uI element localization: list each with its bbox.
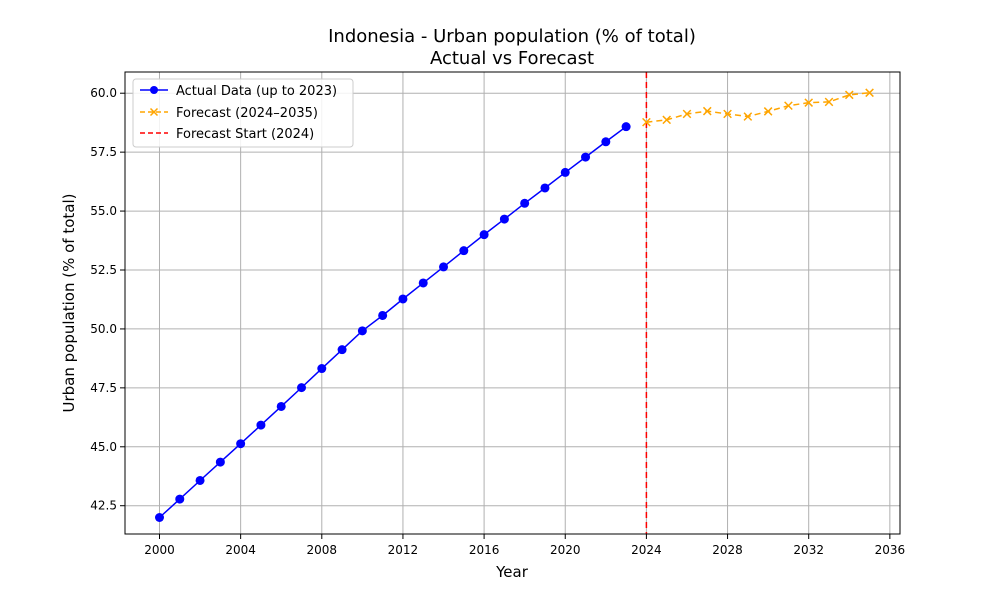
y-tick-label: 57.5 xyxy=(90,145,117,159)
actual-data-point xyxy=(256,420,266,430)
actual-data-point xyxy=(236,439,246,449)
y-tick-label: 55.0 xyxy=(90,204,117,218)
legend-marker-forecast xyxy=(149,107,159,117)
forecast-data-point xyxy=(844,90,854,100)
actual-data-point xyxy=(621,122,631,132)
actual-data-point xyxy=(581,152,591,162)
actual-data-point xyxy=(175,494,185,504)
actual-data-point xyxy=(337,345,347,355)
forecast-data-point xyxy=(723,109,732,119)
actual-data-point xyxy=(317,364,327,374)
forecast-data-point xyxy=(804,98,814,107)
x-tick-label: 2000 xyxy=(144,543,175,557)
plot-area xyxy=(154,72,874,534)
actual-data-point xyxy=(215,457,225,467)
actual-data-point xyxy=(378,310,388,320)
forecast-series-line xyxy=(646,91,870,123)
x-tick-label: 2016 xyxy=(469,543,500,557)
actual-data-point xyxy=(439,262,449,272)
plot-frame xyxy=(124,71,901,535)
chart-subtitle: Actual vs Forecast xyxy=(430,48,594,69)
legend-label-forecast-start: Forecast Start (2024) xyxy=(176,127,314,142)
actual-data-point xyxy=(357,326,367,336)
y-tick-label: 50.0 xyxy=(90,322,117,336)
x-tick-label: 2012 xyxy=(388,543,419,557)
actual-data-point xyxy=(154,513,164,522)
forecast-data-point xyxy=(702,106,712,116)
y-tick-label: 45.0 xyxy=(90,440,117,454)
forecast-data-point xyxy=(662,115,672,125)
forecast-data-point xyxy=(865,88,874,98)
y-tick-label: 47.5 xyxy=(90,381,117,395)
actual-data-point xyxy=(276,401,286,411)
legend: Actual Data (up to 2023) Forecast (2024–… xyxy=(132,78,354,148)
actual-data-point xyxy=(601,137,611,147)
y-tick-label: 42.5 xyxy=(90,499,117,513)
legend-label-forecast: Forecast (2024–2035) xyxy=(176,106,318,121)
legend-label-actual: Actual Data (up to 2023) xyxy=(176,84,337,99)
x-tick-label: 2004 xyxy=(225,543,256,557)
grid xyxy=(125,72,900,534)
chart-title: Indonesia - Urban population (% of total… xyxy=(328,26,696,47)
forecast-data-point xyxy=(682,109,692,119)
actual-data-point xyxy=(499,214,509,224)
forecast-data-point xyxy=(824,97,834,107)
actual-data-point xyxy=(195,475,205,485)
x-axis-label: Year xyxy=(495,563,529,581)
legend-marker-actual xyxy=(150,86,158,94)
y-tick-label: 52.5 xyxy=(90,263,117,277)
x-tick-label: 2028 xyxy=(712,543,743,557)
axis-ticks: 2000 2004 2008 2012 2016 2020 2024 2028 2032 2036… xyxy=(90,86,905,557)
actual-data-point xyxy=(297,383,307,393)
actual-data-point xyxy=(479,230,489,240)
y-tick-label: 60.0 xyxy=(90,86,117,100)
actual-series-line xyxy=(158,126,627,519)
legend-box xyxy=(132,78,354,148)
actual-data-point xyxy=(459,246,469,256)
actual-data-point xyxy=(520,198,530,208)
x-tick-label: 2008 xyxy=(307,543,338,557)
forecast-data-point xyxy=(784,101,793,111)
x-tick-label: 2020 xyxy=(550,543,581,557)
actual-data-point xyxy=(560,167,570,177)
actual-data-point xyxy=(418,278,428,288)
y-axis-label: Urban population (% of total) xyxy=(60,194,78,413)
actual-data-point xyxy=(398,294,408,304)
forecast-data-point xyxy=(763,107,773,116)
forecast-data-point xyxy=(642,117,651,127)
x-tick-label: 2036 xyxy=(875,543,906,557)
x-tick-label: 2024 xyxy=(631,543,662,557)
x-tick-label: 2032 xyxy=(793,543,824,557)
actual-data-point xyxy=(540,183,550,193)
forecast-data-point xyxy=(743,112,753,121)
